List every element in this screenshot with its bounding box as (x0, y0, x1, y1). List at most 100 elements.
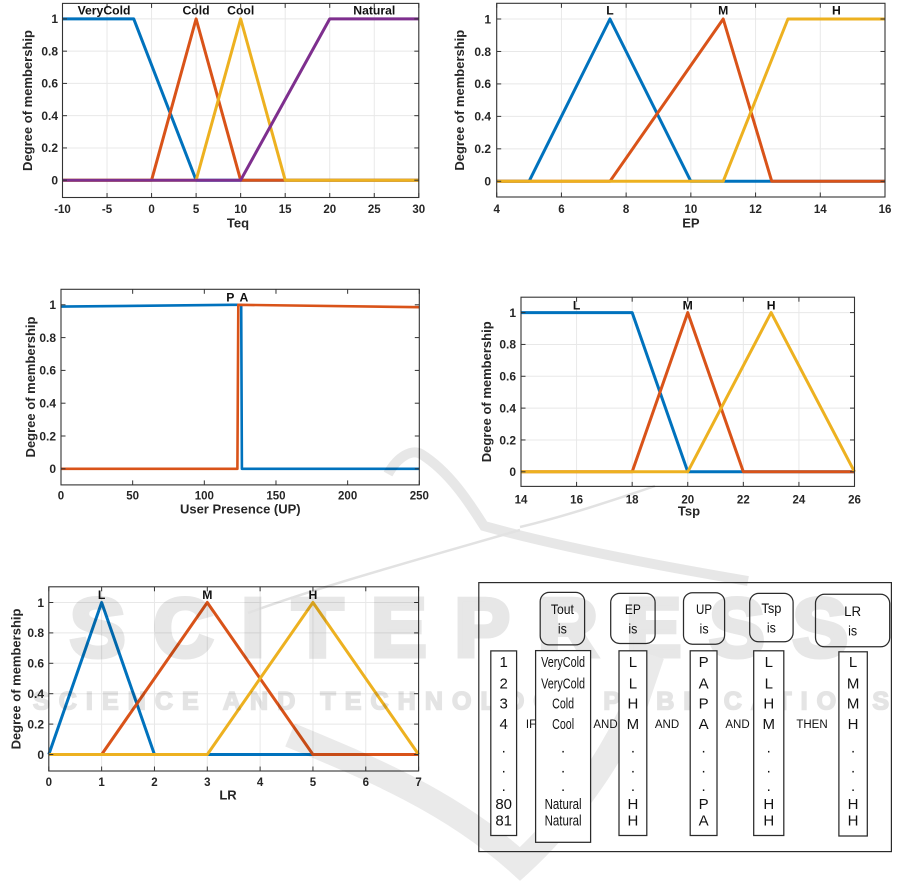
svg-text:Teq: Teq (227, 216, 249, 231)
svg-text:L: L (849, 654, 857, 671)
svg-text:0.8: 0.8 (39, 331, 56, 345)
svg-text:EP: EP (625, 601, 641, 617)
svg-text:H: H (627, 813, 638, 830)
svg-text:1: 1 (51, 12, 58, 26)
svg-text:4: 4 (500, 716, 508, 733)
svg-text:-5: -5 (102, 204, 113, 216)
svg-text:30: 30 (412, 204, 425, 216)
svg-text:0.8: 0.8 (474, 45, 491, 59)
svg-text:1: 1 (49, 298, 56, 312)
svg-text:0.4: 0.4 (41, 109, 58, 123)
svg-text:L: L (606, 4, 614, 18)
svg-text:H: H (627, 696, 638, 713)
svg-text:H: H (832, 4, 841, 18)
svg-text:.: . (502, 760, 506, 777)
svg-text:1: 1 (98, 777, 105, 789)
svg-text:100: 100 (195, 491, 214, 503)
svg-text:0.2: 0.2 (27, 717, 44, 731)
svg-text:16: 16 (570, 494, 583, 506)
svg-text:26: 26 (848, 494, 861, 506)
svg-text:H: H (627, 796, 638, 813)
svg-text:L: L (98, 588, 106, 602)
svg-text:.: . (561, 778, 565, 795)
svg-text:AND: AND (655, 719, 679, 731)
svg-text:.: . (631, 740, 635, 757)
svg-text:.: . (561, 760, 565, 777)
svg-text:Degree of membership: Degree of membership (8, 609, 23, 750)
svg-text:Natural: Natural (353, 4, 395, 18)
svg-text:10: 10 (684, 204, 697, 216)
svg-text:.: . (767, 740, 771, 757)
svg-text:.: . (631, 778, 635, 795)
svg-text:VeryCold: VeryCold (78, 4, 131, 18)
svg-text:P: P (226, 291, 234, 305)
svg-text:H: H (763, 813, 774, 830)
svg-text:A: A (239, 291, 248, 305)
svg-text:0: 0 (484, 175, 491, 189)
svg-text:0.6: 0.6 (27, 657, 44, 671)
svg-text:0.6: 0.6 (39, 364, 56, 378)
svg-text:Tout: Tout (551, 601, 574, 617)
svg-text:L: L (629, 654, 637, 671)
svg-text:H: H (763, 796, 774, 813)
svg-text:M: M (202, 588, 212, 602)
svg-text:L: L (573, 299, 581, 313)
svg-text:10: 10 (234, 204, 247, 216)
svg-text:16: 16 (879, 204, 892, 216)
svg-text:is: is (558, 622, 567, 637)
svg-text:20: 20 (323, 204, 336, 216)
svg-text:L: L (765, 676, 773, 693)
svg-text:2: 2 (500, 676, 508, 693)
svg-text:Cool: Cool (552, 716, 574, 733)
svg-text:AND: AND (725, 719, 749, 731)
svg-text:81: 81 (495, 813, 512, 830)
svg-text:Degree of membership: Degree of membership (23, 317, 38, 458)
svg-text:Tsp: Tsp (761, 600, 781, 616)
svg-text:M: M (718, 4, 728, 18)
svg-text:Natural: Natural (545, 813, 582, 830)
svg-text:P: P (699, 796, 709, 813)
svg-text:0.8: 0.8 (499, 338, 516, 352)
svg-text:6: 6 (363, 777, 369, 789)
svg-text:L: L (765, 654, 773, 671)
svg-text:0.2: 0.2 (474, 142, 491, 156)
svg-text:.: . (767, 760, 771, 777)
svg-text:1: 1 (509, 306, 516, 320)
svg-text:0.2: 0.2 (41, 141, 58, 155)
svg-text:12: 12 (749, 204, 762, 216)
svg-text:.: . (702, 778, 706, 795)
svg-text:-10: -10 (54, 204, 71, 216)
svg-text:M: M (627, 716, 640, 733)
svg-text:.: . (851, 740, 855, 757)
svg-text:0.8: 0.8 (27, 626, 44, 640)
svg-text:IF: IF (526, 719, 536, 731)
svg-text:P: P (699, 696, 709, 713)
svg-text:3: 3 (204, 777, 210, 789)
svg-text:15: 15 (279, 204, 292, 216)
svg-text:Natural: Natural (545, 796, 582, 813)
svg-text:L: L (629, 676, 637, 693)
svg-text:SCITEPRESS: SCITEPRESS (70, 581, 875, 674)
svg-text:.: . (502, 778, 506, 795)
svg-text:.: . (561, 740, 565, 757)
svg-text:0.6: 0.6 (499, 370, 516, 384)
svg-text:H: H (848, 796, 859, 813)
svg-text:M: M (763, 716, 776, 733)
svg-text:SCIENCE AND TECHNOLOGY PUBLICA: SCIENCE AND TECHNOLOGY PUBLICATIONS (33, 688, 898, 716)
svg-text:5: 5 (310, 777, 317, 789)
svg-text:H: H (848, 716, 859, 733)
svg-text:0: 0 (46, 777, 52, 789)
svg-text:250: 250 (410, 491, 429, 503)
svg-text:.: . (851, 760, 855, 777)
svg-text:M: M (847, 676, 860, 693)
svg-text:UP: UP (696, 601, 712, 617)
svg-text:.: . (631, 760, 635, 777)
svg-text:0.4: 0.4 (27, 687, 44, 701)
svg-text:AND: AND (593, 719, 617, 731)
svg-text:Degree of membership: Degree of membership (479, 321, 494, 462)
svg-text:0.4: 0.4 (474, 110, 491, 124)
svg-text:0.4: 0.4 (39, 397, 56, 411)
svg-text:M: M (847, 696, 860, 713)
svg-text:18: 18 (626, 494, 639, 506)
svg-text:4: 4 (257, 777, 264, 789)
